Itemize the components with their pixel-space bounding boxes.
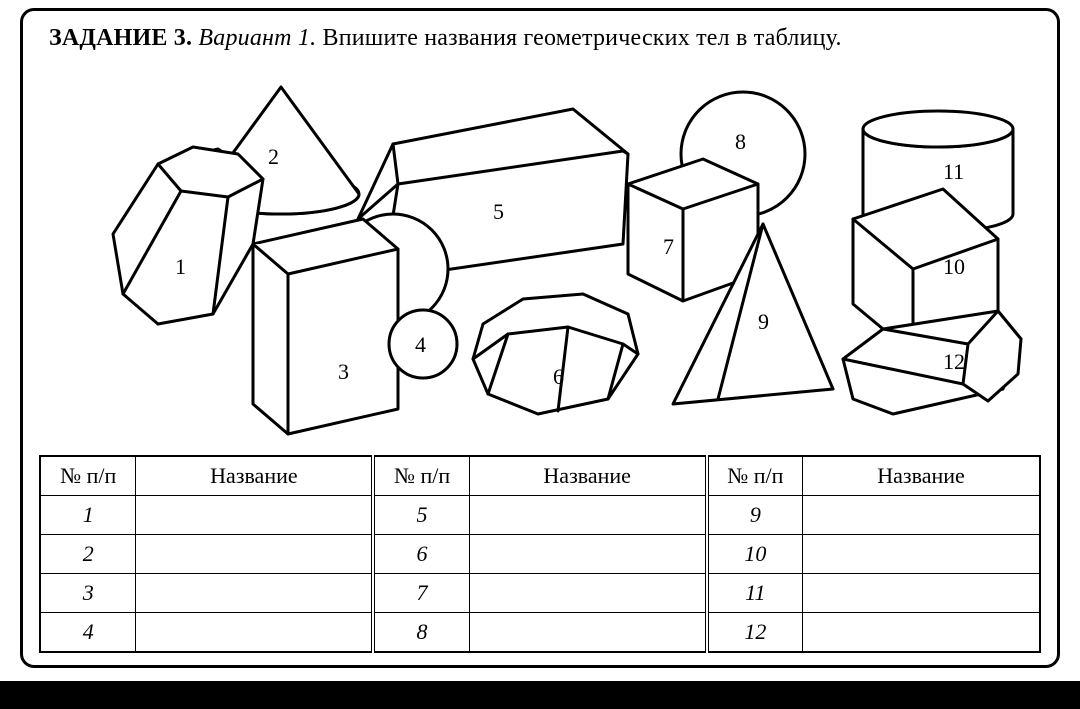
table-row: 2 6 10: [40, 535, 1040, 574]
shape-6-oct-prism: 6: [473, 294, 638, 414]
col-num-header: № п/п: [707, 456, 803, 496]
answers-table-wrap: № п/п Название № п/п Название № п/п Назв…: [39, 455, 1041, 653]
scan-bottom-bar: [0, 681, 1080, 709]
shape-label-6: 6: [553, 364, 564, 389]
cell-name[interactable]: [469, 613, 706, 653]
cell-num: 4: [40, 613, 136, 653]
shapes-figure: 2 8 11: [63, 69, 1023, 449]
variant-label: Вариант 1.: [198, 25, 316, 51]
cell-name[interactable]: [469, 496, 706, 535]
shape-label-11: 11: [943, 159, 964, 184]
shape-label-3: 3: [338, 359, 349, 384]
cell-num: 6: [373, 535, 469, 574]
cell-name[interactable]: [803, 613, 1040, 653]
shape-label-7: 7: [663, 234, 674, 259]
table-row: 3 7 11: [40, 574, 1040, 613]
shape-3-cuboid: 3: [253, 219, 398, 434]
shape-1-frustum: 1: [113, 147, 263, 324]
cell-num: 8: [373, 613, 469, 653]
cell-name[interactable]: [803, 535, 1040, 574]
shape-label-10: 10: [943, 254, 965, 279]
cell-num: 10: [707, 535, 803, 574]
shape-12-hex-prism: 12: [843, 311, 1021, 414]
cell-name[interactable]: [469, 535, 706, 574]
cell-num: 7: [373, 574, 469, 613]
cell-num: 12: [707, 613, 803, 653]
shape-label-1: 1: [175, 254, 186, 279]
table-row: 4 8 12: [40, 613, 1040, 653]
cell-num: 5: [373, 496, 469, 535]
task-heading: ЗАДАНИЕ 3. Вариант 1. Впишите названия г…: [49, 25, 1037, 52]
table-row: 1 5 9: [40, 496, 1040, 535]
cell-num: 9: [707, 496, 803, 535]
shape-4-small-sphere: 4: [389, 310, 457, 378]
shape-label-2: 2: [268, 144, 279, 169]
shape-label-12: 12: [943, 349, 965, 374]
worksheet-card: ЗАДАНИЕ 3. Вариант 1. Впишите названия г…: [20, 8, 1060, 668]
cell-num: 3: [40, 574, 136, 613]
cell-name[interactable]: [136, 613, 373, 653]
task-label: ЗАДАНИЕ 3.: [49, 25, 192, 51]
shape-label-9: 9: [758, 309, 769, 334]
cell-name[interactable]: [803, 574, 1040, 613]
cell-name[interactable]: [136, 496, 373, 535]
cell-name[interactable]: [803, 496, 1040, 535]
cell-num: 1: [40, 496, 136, 535]
cell-name[interactable]: [469, 574, 706, 613]
shape-label-5: 5: [493, 199, 504, 224]
col-num-header: № п/п: [40, 456, 136, 496]
col-num-header: № п/п: [373, 456, 469, 496]
table-header-row: № п/п Название № п/п Название № п/п Назв…: [40, 456, 1040, 496]
shape-label-8: 8: [735, 129, 746, 154]
shape-label-4: 4: [415, 332, 426, 357]
answers-table: № п/п Название № п/п Название № п/п Назв…: [39, 455, 1041, 653]
col-name-header: Название: [803, 456, 1040, 496]
instruction: Впишите названия геометрических тел в та…: [323, 25, 842, 51]
page: ЗАДАНИЕ 3. Вариант 1. Впишите названия г…: [0, 0, 1080, 709]
col-name-header: Название: [469, 456, 706, 496]
col-name-header: Название: [136, 456, 373, 496]
cell-name[interactable]: [136, 574, 373, 613]
cell-num: 2: [40, 535, 136, 574]
cell-name[interactable]: [136, 535, 373, 574]
cell-num: 11: [707, 574, 803, 613]
